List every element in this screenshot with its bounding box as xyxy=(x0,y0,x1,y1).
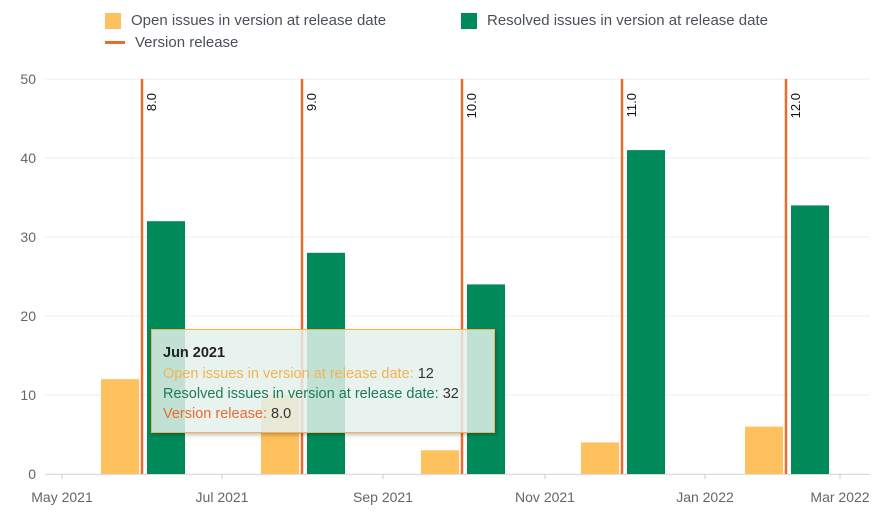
tooltip-release-label: Version release: xyxy=(163,406,267,422)
legend-label-resolved: Resolved issues in version at release da… xyxy=(487,12,768,29)
y-tick-label: 30 xyxy=(20,229,36,245)
legend-swatch-release xyxy=(105,41,125,44)
bar-resolved-11.0 xyxy=(627,150,665,474)
tooltip-open-label: Open issues in version at release date: xyxy=(163,366,414,382)
x-tick-label: May 2021 xyxy=(31,489,93,505)
tooltip-title: Jun 2021 xyxy=(163,345,226,361)
tooltip-resolved-label: Resolved issues in version at release da… xyxy=(163,386,439,402)
tooltip-row-resolved: Resolved issues in version at release da… xyxy=(163,384,483,404)
y-tick-label: 10 xyxy=(20,387,36,403)
release-label-11.0: 11.0 xyxy=(624,93,639,117)
tooltip-release-value: 8.0 xyxy=(271,406,292,422)
y-tick-label: 0 xyxy=(28,466,36,482)
x-tick-label: Mar 2022 xyxy=(810,489,869,505)
bar-open-8.0 xyxy=(101,379,139,474)
legend-swatch-resolved xyxy=(461,12,477,29)
x-tick-label: Sep 2021 xyxy=(353,489,413,505)
tooltip-row-release: Version release: 8.0 xyxy=(163,404,483,424)
legend-item-release[interactable]: Version release xyxy=(105,34,238,51)
legend-item-resolved[interactable]: Resolved issues in version at release da… xyxy=(461,12,768,29)
bar-resolved-12.0 xyxy=(791,205,829,474)
legend-label-release: Version release xyxy=(135,34,239,51)
legend-label-open: Open issues in version at release date xyxy=(131,12,387,29)
x-tick-label: Jul 2021 xyxy=(196,489,249,505)
bar-open-10.0 xyxy=(421,450,459,474)
tooltip-row-open: Open issues in version at release date: … xyxy=(163,364,483,384)
y-tick-label: 40 xyxy=(20,150,36,166)
bar-open-11.0 xyxy=(581,442,619,474)
y-tick-label: 50 xyxy=(20,71,36,87)
x-tick-label: Jan 2022 xyxy=(676,489,734,505)
tooltip-open-value: 12 xyxy=(417,366,434,382)
y-tick-label: 20 xyxy=(20,308,36,324)
legend-swatch-open xyxy=(105,12,121,29)
tooltip: Jun 2021 Open issues in version at relea… xyxy=(151,329,495,433)
bar-open-12.0 xyxy=(745,426,783,474)
legend-item-open[interactable]: Open issues in version at release date xyxy=(105,12,386,29)
x-tick-label: Nov 2021 xyxy=(515,489,575,505)
release-label-10.0: 10.0 xyxy=(464,93,479,118)
release-label-8.0: 8.0 xyxy=(144,93,159,111)
release-label-9.0: 9.0 xyxy=(304,93,319,111)
release-label-12.0: 12.0 xyxy=(788,93,803,118)
tooltip-resolved-value: 32 xyxy=(442,386,459,402)
